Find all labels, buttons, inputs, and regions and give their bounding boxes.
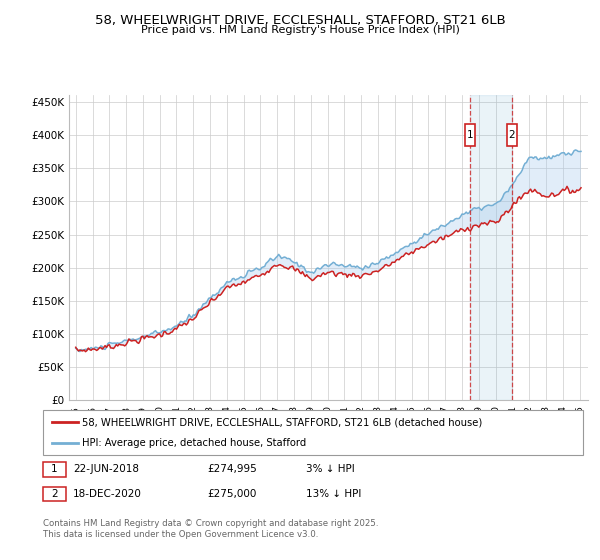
Text: 2: 2 xyxy=(509,130,515,140)
Text: 58, WHEELWRIGHT DRIVE, ECCLESHALL, STAFFORD, ST21 6LB (detached house): 58, WHEELWRIGHT DRIVE, ECCLESHALL, STAFF… xyxy=(82,417,482,427)
Text: 18-DEC-2020: 18-DEC-2020 xyxy=(73,489,142,499)
Text: 13% ↓ HPI: 13% ↓ HPI xyxy=(306,489,361,499)
Text: £275,000: £275,000 xyxy=(207,489,256,499)
Bar xyxy=(470,95,512,400)
Text: 2: 2 xyxy=(51,489,58,499)
Text: 22-JUN-2018: 22-JUN-2018 xyxy=(73,464,139,474)
Text: HPI: Average price, detached house, Stafford: HPI: Average price, detached house, Staf… xyxy=(82,437,307,447)
Text: 3% ↓ HPI: 3% ↓ HPI xyxy=(306,464,355,474)
Text: 1: 1 xyxy=(467,130,473,140)
Text: £274,995: £274,995 xyxy=(207,464,257,474)
Text: Price paid vs. HM Land Registry's House Price Index (HPI): Price paid vs. HM Land Registry's House … xyxy=(140,25,460,35)
FancyBboxPatch shape xyxy=(507,124,517,146)
Text: Contains HM Land Registry data © Crown copyright and database right 2025.
This d: Contains HM Land Registry data © Crown c… xyxy=(43,519,379,539)
Text: 1: 1 xyxy=(51,464,58,474)
FancyBboxPatch shape xyxy=(465,124,475,146)
Text: 58, WHEELWRIGHT DRIVE, ECCLESHALL, STAFFORD, ST21 6LB: 58, WHEELWRIGHT DRIVE, ECCLESHALL, STAFF… xyxy=(95,14,505,27)
